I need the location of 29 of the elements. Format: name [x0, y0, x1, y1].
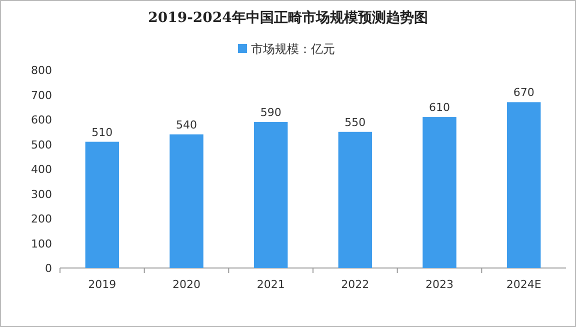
legend-label: 市场规模：亿元: [251, 42, 335, 56]
y-tick-label: 300: [31, 188, 52, 201]
chart-title: 2019-2024年中国正畸市场规模预测趋势图: [148, 9, 428, 26]
x-tick-label: 2022: [341, 278, 370, 291]
data-label: 550: [344, 116, 366, 129]
x-tick-label: 2021: [256, 278, 285, 291]
y-tick-label: 400: [31, 163, 52, 176]
y-tick-label: 0: [45, 262, 52, 275]
data-label: 590: [260, 106, 282, 119]
y-tick-label: 500: [31, 138, 52, 152]
bar: [422, 117, 456, 268]
x-tick-label: 2024E: [506, 278, 542, 291]
bar: [506, 102, 541, 268]
y-tick-label: 800: [31, 64, 52, 77]
bar: [85, 142, 120, 268]
x-tick-label: 2023: [426, 278, 454, 291]
y-tick-label: 700: [31, 88, 52, 102]
x-tick-label: 2019: [88, 278, 116, 291]
bar: [254, 122, 288, 268]
y-tick-label: 100: [31, 237, 52, 250]
data-label: 510: [92, 126, 113, 139]
bar: [338, 132, 372, 268]
data-label: 540: [176, 118, 197, 132]
data-label: 610: [429, 101, 450, 114]
y-tick-label: 600: [31, 114, 52, 126]
bar: [170, 134, 204, 268]
y-tick-label: 200: [31, 212, 52, 226]
data-label: 670: [513, 86, 534, 100]
x-tick-label: 2020: [172, 278, 200, 291]
